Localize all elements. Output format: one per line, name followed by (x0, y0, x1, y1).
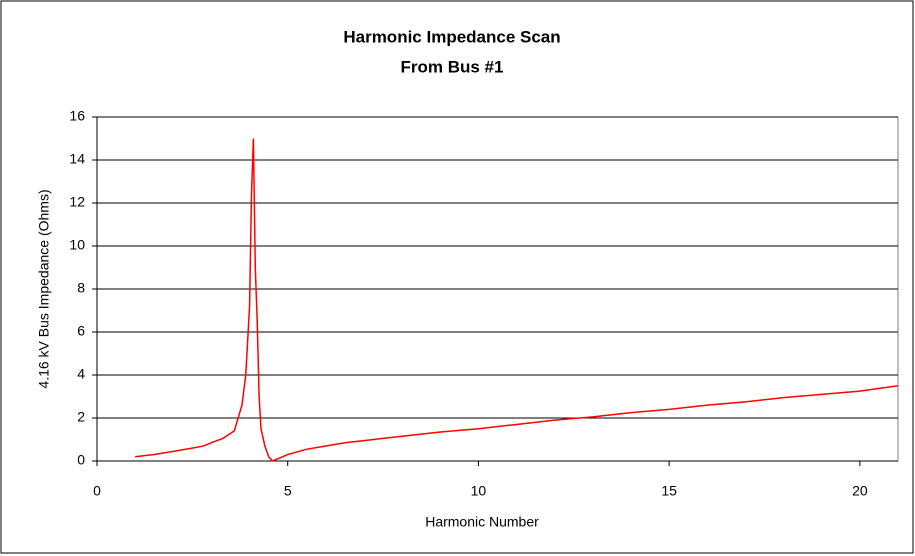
x-tick-label: 5 (284, 483, 292, 499)
y-tick-label: 14 (69, 151, 85, 167)
data-line (135, 138, 899, 462)
x-tick-label: 15 (661, 483, 677, 499)
y-tick-label: 10 (69, 237, 85, 253)
x-axis-label: Harmonic Number (425, 514, 539, 530)
y-tick-label: 12 (69, 194, 85, 210)
x-tick-label: 10 (471, 483, 487, 499)
y-tick-label: 8 (77, 280, 85, 296)
y-tick-label: 2 (77, 409, 85, 425)
y-tick-label: 6 (77, 323, 85, 339)
x-tick-label: 0 (93, 483, 101, 499)
x-tick-label: 20 (852, 483, 868, 499)
y-tick-label: 0 (77, 452, 85, 468)
y-tick-label: 4 (77, 366, 85, 382)
y-tick-label: 16 (69, 108, 85, 124)
y-axis-label: 4.16 kV Bus Impedance (Ohms) (36, 189, 52, 388)
chart-title: Harmonic Impedance Scan (343, 27, 560, 46)
chart-subtitle: From Bus #1 (401, 57, 504, 76)
